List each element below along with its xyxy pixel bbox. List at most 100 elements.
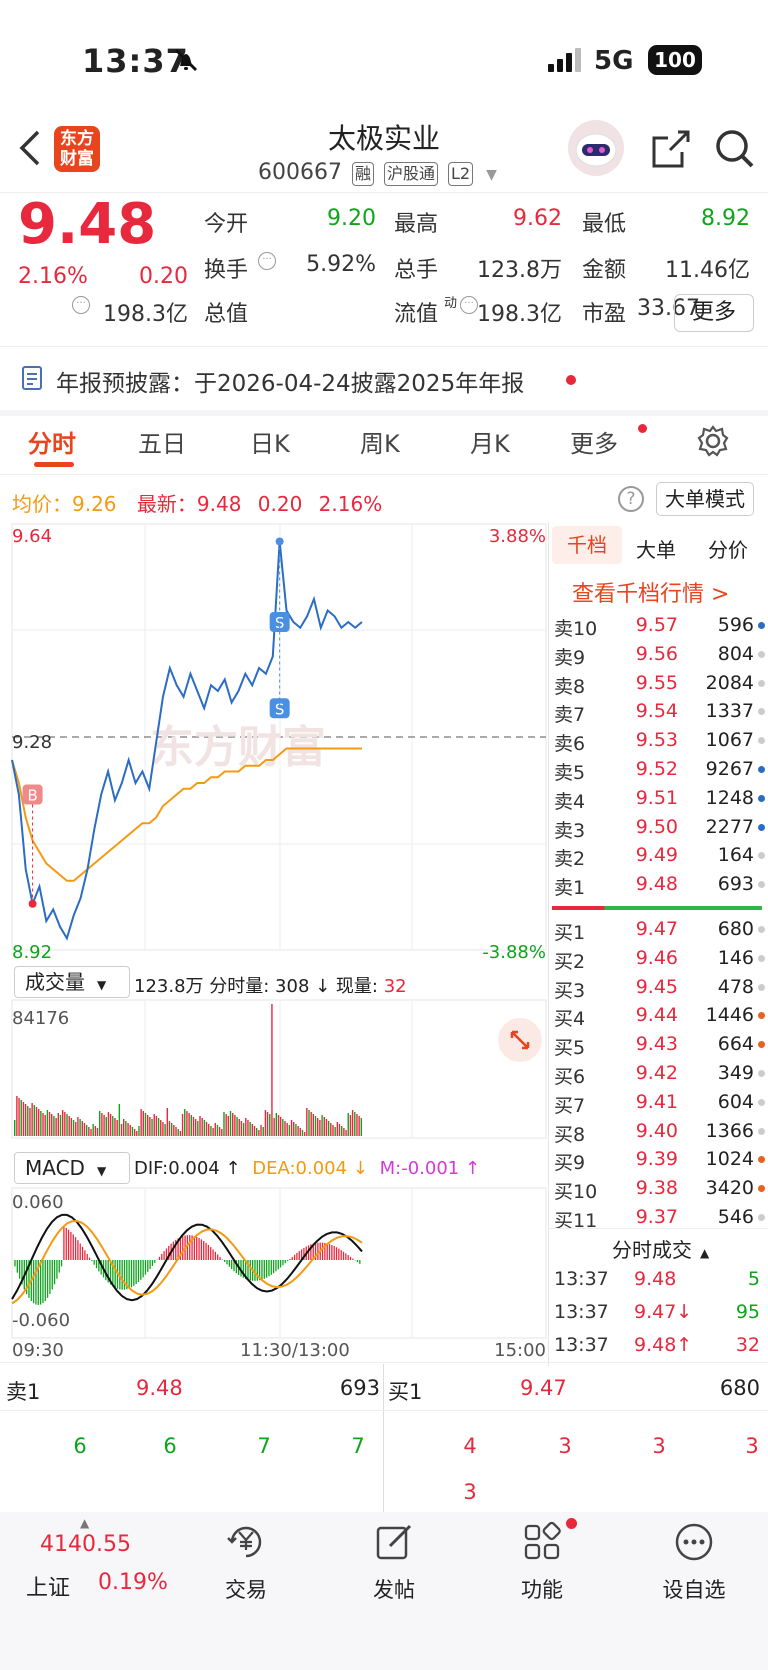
macd-bottom-label: -0.060 — [12, 1310, 70, 1331]
nav-trade[interactable]: 交易 — [186, 1520, 306, 1604]
trades-title[interactable]: 分时成交 ▲ — [612, 1234, 709, 1263]
macd-bar — [198, 1237, 200, 1260]
quote-field-label: 今开 — [204, 212, 249, 237]
back-icon[interactable] — [16, 128, 46, 168]
quote-field-label: 市盈 — [582, 302, 627, 327]
macd-bar — [328, 1244, 331, 1260]
time-label-midday: 11:30/13:00 — [240, 1340, 350, 1361]
intraday-chart[interactable]: 东方财富 BSS 9.64 9.28 8.92 3.88% -3.88% 841… — [0, 522, 548, 1362]
volume-bar — [229, 1111, 232, 1136]
tab-depth[interactable]: 千档 — [552, 526, 622, 564]
macd-bar — [44, 1260, 46, 1301]
trades-divider — [548, 1228, 768, 1229]
macd-bar — [18, 1260, 21, 1279]
signal-icon — [548, 48, 584, 76]
document-icon — [22, 366, 42, 390]
robot-avatar[interactable] — [568, 120, 624, 176]
info-icon[interactable]: ··· — [460, 296, 478, 314]
volume-bar — [40, 1111, 42, 1136]
tab-5day[interactable]: 五日 — [138, 430, 186, 458]
volume-bar — [55, 1118, 57, 1136]
tab-more[interactable]: 更多 — [570, 430, 618, 458]
asks-dot — [758, 794, 765, 802]
macd-indicator-select[interactable]: MACD ▼ — [14, 1152, 130, 1184]
macd-bar — [333, 1246, 335, 1260]
buy-marker-label: B — [27, 787, 37, 805]
bids-dot — [758, 1185, 765, 1193]
settings-icon[interactable] — [696, 424, 730, 462]
tab-weekly[interactable]: 周K — [360, 430, 400, 458]
volume-bar — [53, 1116, 55, 1136]
volume-bar — [317, 1118, 319, 1136]
tab-price-dist[interactable]: 分价 — [708, 538, 748, 562]
volume-bar — [123, 1119, 125, 1136]
macd-bar — [331, 1244, 333, 1260]
macd-bar — [296, 1252, 298, 1260]
help-icon[interactable]: ? — [618, 486, 644, 512]
volume-bar — [203, 1120, 206, 1136]
nav-post-label: 发帖 — [373, 1578, 415, 1602]
quote-field-label: 最低 — [582, 212, 627, 237]
macd-bar — [228, 1260, 230, 1267]
depth-link[interactable]: 查看千档行情 > — [572, 582, 730, 607]
notice-dot — [566, 375, 576, 385]
more-button[interactable]: 更多 — [674, 294, 754, 332]
asks-dot — [758, 766, 765, 773]
bids-volume: 146 — [717, 946, 754, 969]
tab-daily[interactable]: 日K — [250, 430, 290, 458]
macd-bar — [70, 1231, 72, 1260]
volume-bar — [282, 1119, 284, 1136]
tab-large-orders[interactable]: 大单 — [636, 538, 676, 562]
bids-level: 买7 — [554, 1094, 586, 1117]
asks-price: 9.52 — [635, 758, 678, 780]
volume-bar — [144, 1113, 147, 1136]
volume-indicator-select[interactable]: 成交量 ▼ — [14, 966, 130, 998]
expand-icon[interactable] — [498, 1018, 542, 1062]
nav-features[interactable]: 功能 — [482, 1518, 602, 1604]
volume-bar — [279, 1117, 282, 1136]
macd-bar — [314, 1243, 317, 1260]
volume-max-label: 84176 — [12, 1008, 69, 1029]
nav-watchlist[interactable]: 设自选 — [634, 1520, 754, 1604]
index-widget[interactable]: ▲ 4140.55 上证 0.19% — [20, 1512, 170, 1601]
macd-bar — [231, 1260, 233, 1270]
stock-code-row[interactable]: 600667 融 沪股通 L2 ▼ — [258, 160, 497, 186]
bottom-book-hline — [0, 1410, 768, 1411]
buy-queue-item: 3 — [558, 1434, 572, 1458]
macd-bar — [352, 1258, 354, 1260]
info-icon[interactable]: ··· — [72, 296, 90, 314]
quote-field-value: 198.3亿 — [477, 302, 562, 327]
volume-panel-border — [11, 999, 547, 1139]
large-order-mode-button[interactable]: 大单模式 — [656, 482, 754, 516]
bottom-buy-label: 买1 — [388, 1380, 423, 1404]
share-icon[interactable] — [650, 128, 692, 174]
macd-bar — [261, 1260, 263, 1280]
search-icon[interactable] — [714, 128, 758, 176]
nav-post[interactable]: 发帖 — [334, 1520, 454, 1604]
volume-bar — [85, 1125, 88, 1136]
tab-monthly[interactable]: 月K — [470, 430, 510, 458]
info-icon[interactable]: ··· — [258, 252, 276, 270]
sell-queue-item: 6 — [163, 1434, 177, 1458]
bids-price: 9.42 — [635, 1062, 678, 1084]
grid-apps-icon — [524, 1521, 561, 1560]
macd-bar — [58, 1260, 60, 1273]
volume-bar — [90, 1129, 92, 1136]
notice-bar[interactable]: 年报预披露：于2026-04-24披露2025年年报 — [0, 348, 768, 410]
macd-bar — [210, 1247, 212, 1260]
volume-bar — [341, 1126, 343, 1136]
bids-volume: 546 — [717, 1206, 754, 1228]
macd-bar — [324, 1242, 326, 1260]
quote-field-label: 换手 — [204, 258, 249, 283]
tab-intraday[interactable]: 分时 — [28, 430, 76, 458]
volume-bar — [112, 1116, 114, 1136]
macd-top-label: 0.060 — [12, 1192, 64, 1213]
bids-volume: 680 — [717, 918, 754, 940]
macd-bar — [226, 1260, 228, 1265]
tab-indicator — [34, 462, 74, 467]
macd-bar — [289, 1258, 291, 1260]
volume-bar — [338, 1124, 341, 1136]
macd-bar — [179, 1237, 182, 1260]
volume-bar — [301, 1130, 304, 1136]
bids-level: 买6 — [554, 1066, 586, 1088]
